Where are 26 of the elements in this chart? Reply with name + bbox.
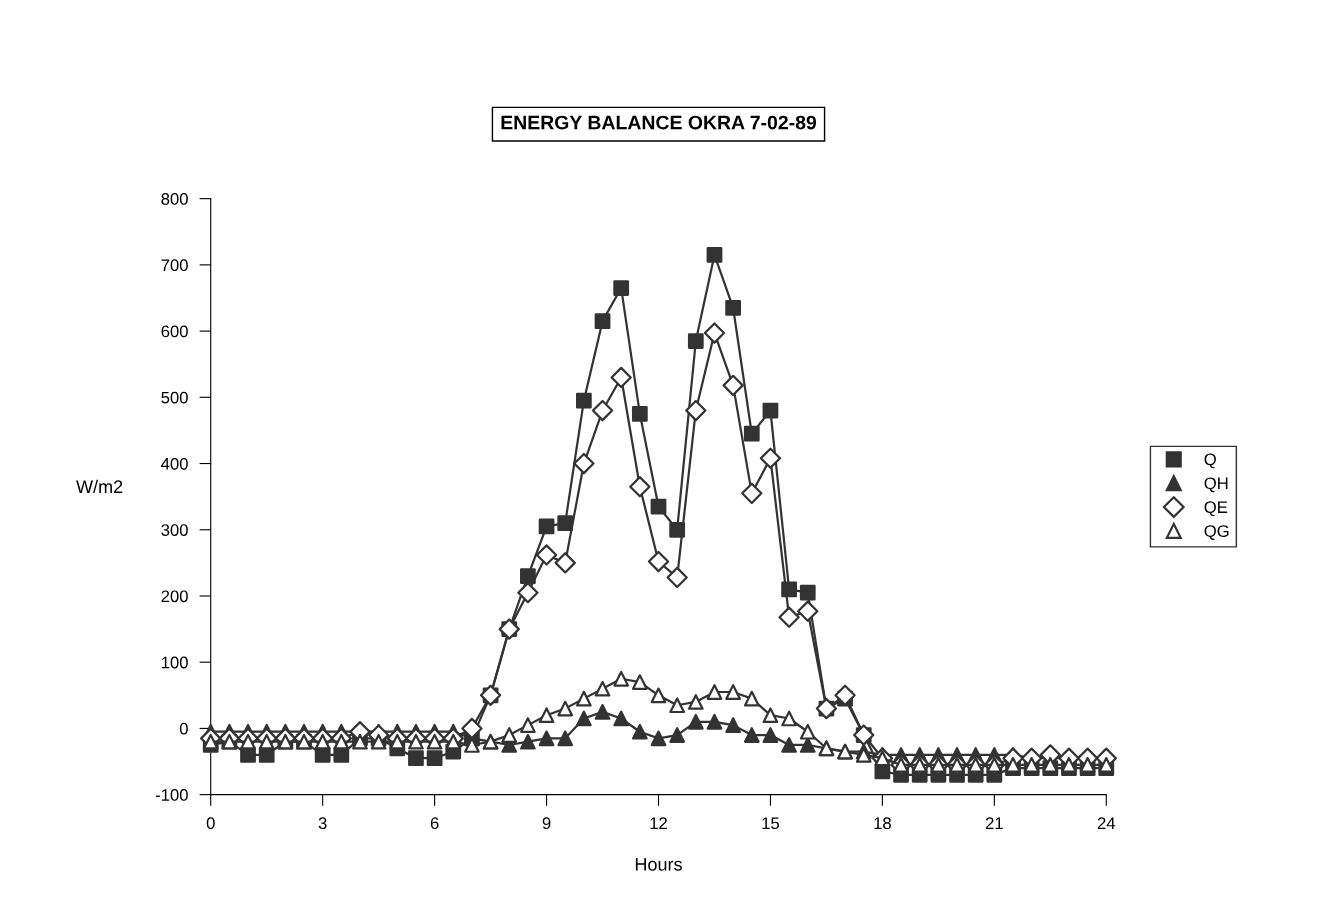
y-tick-label: -100 bbox=[155, 789, 188, 801]
x-tick-label: 3 bbox=[318, 817, 327, 830]
x-axis-title: Hours bbox=[635, 858, 682, 871]
x-tick-label: 12 bbox=[650, 817, 667, 829]
x-tick-label: 18 bbox=[874, 817, 891, 830]
chart-title: ENERGY BALANCE OKRA 7-02-89 bbox=[501, 115, 817, 130]
y-tick-label: 300 bbox=[161, 524, 188, 536]
x-tick-label: 15 bbox=[762, 817, 780, 830]
x-tick-label: 9 bbox=[542, 817, 551, 830]
legend-label: Q bbox=[1204, 453, 1216, 469]
y-axis-title: W/m2 bbox=[76, 479, 123, 494]
y-tick-label: 100 bbox=[161, 656, 188, 669]
y-tick-label: 600 bbox=[161, 325, 188, 338]
y-tick-label: 200 bbox=[161, 590, 188, 603]
x-tick-label: 24 bbox=[1097, 817, 1116, 829]
x-tick-label: 6 bbox=[430, 817, 439, 830]
y-tick-label: 500 bbox=[161, 391, 188, 404]
y-tick-label: 800 bbox=[161, 193, 188, 205]
x-tick-label: 0 bbox=[206, 817, 215, 830]
y-tick-label: 0 bbox=[179, 722, 188, 735]
y-tick-label: 700 bbox=[161, 259, 188, 272]
y-tick-label: 400 bbox=[161, 457, 188, 470]
legend-label: QH bbox=[1204, 477, 1228, 493]
legend-label: QG bbox=[1204, 525, 1229, 540]
legend-label: QE bbox=[1204, 501, 1228, 517]
x-tick-label: 21 bbox=[985, 817, 1003, 829]
